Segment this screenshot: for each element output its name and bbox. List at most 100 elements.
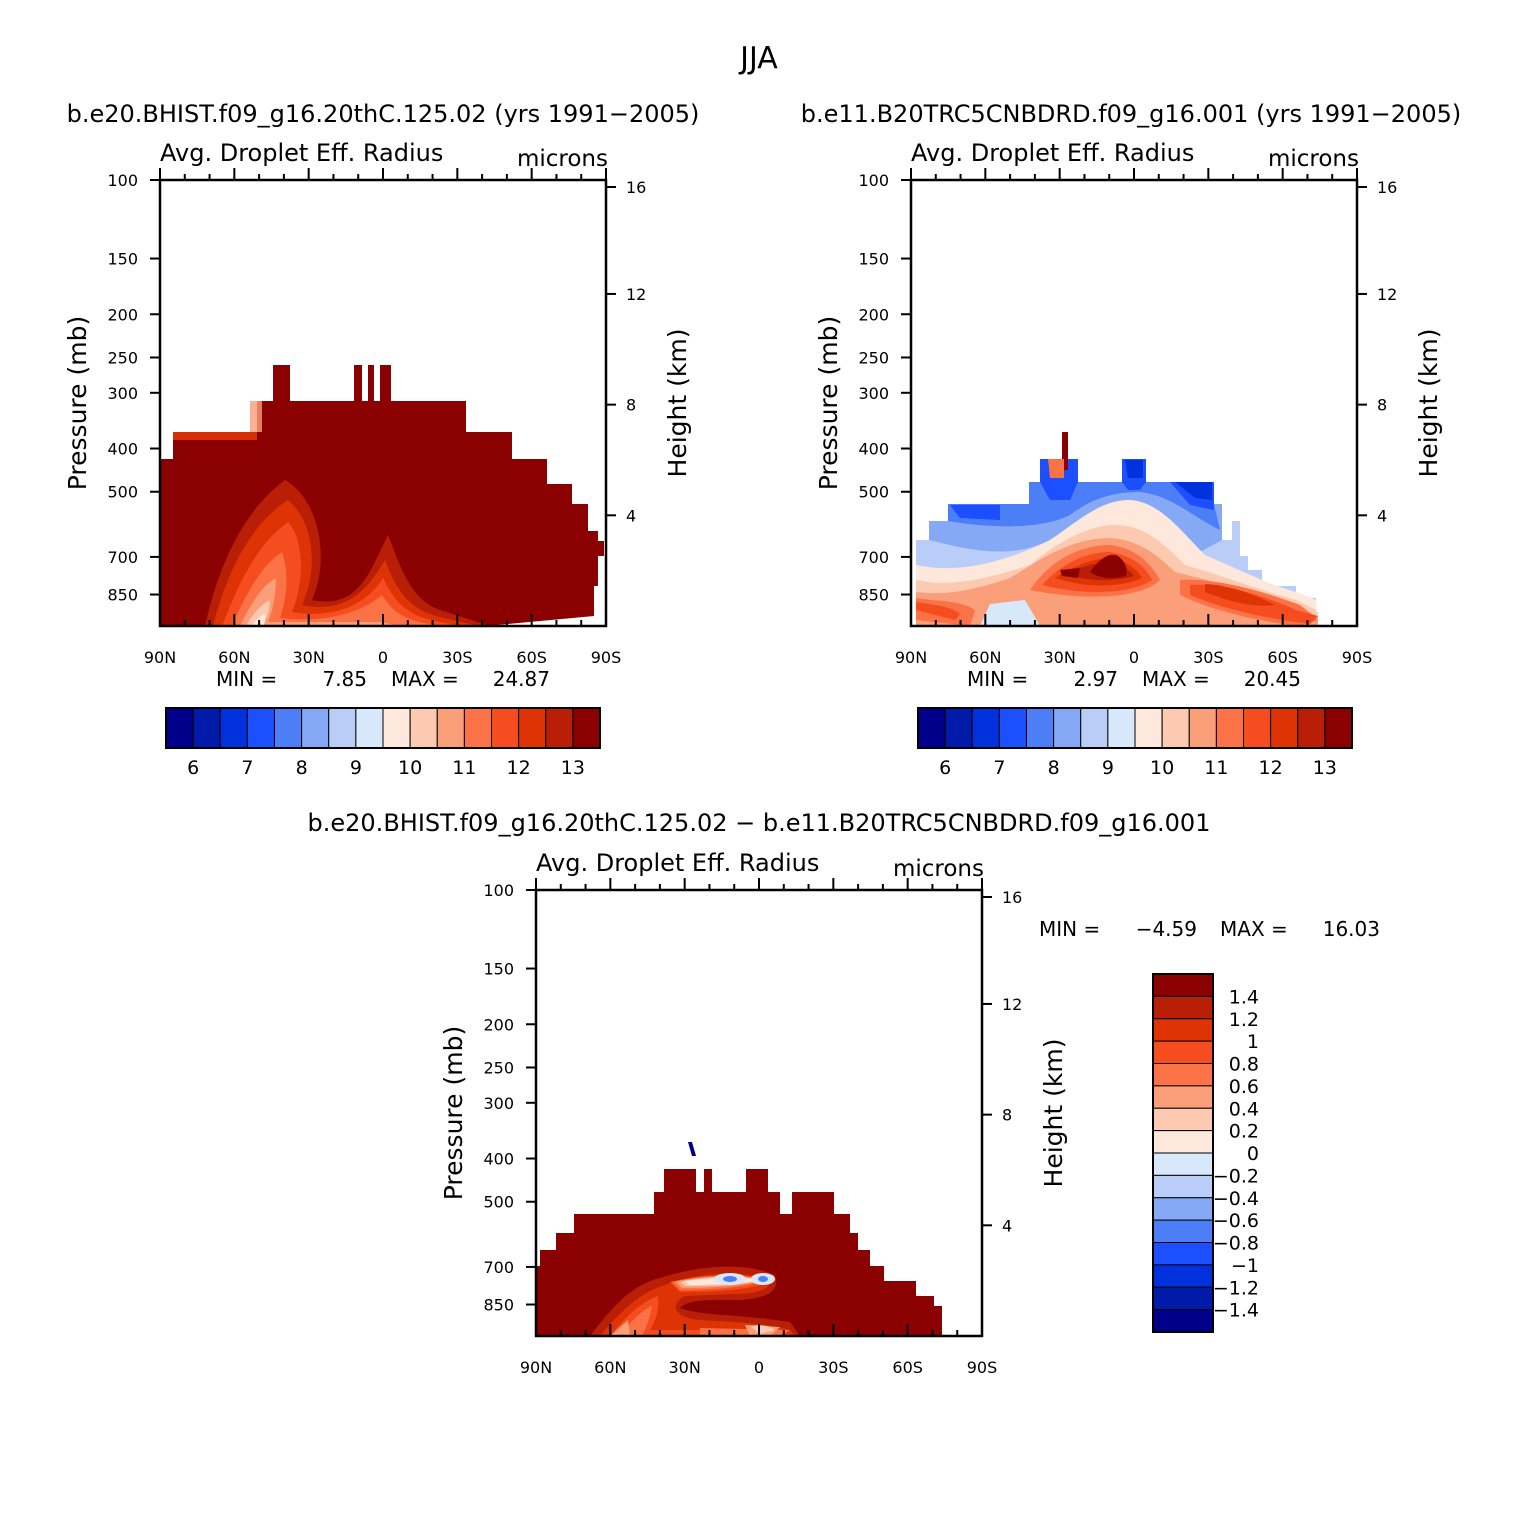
panel-1-right-axis-label: Height (km) [663, 329, 692, 478]
colorbar-label: 9 [350, 757, 362, 779]
colorbar-swatch [1152, 1107, 1214, 1132]
colorbar-swatch [1152, 973, 1214, 997]
x-tick-label: 30S [442, 648, 473, 667]
x-tick-label: 90S [967, 1358, 998, 1377]
panel-2-units-label: microns [1268, 146, 1359, 172]
colorbar-swatch [1324, 707, 1353, 749]
colorbar-label: 6 [187, 757, 199, 779]
x-tick-label: 30N [293, 648, 325, 667]
panel-1-field [160, 365, 604, 626]
panel-1-min-label: MIN = [216, 667, 277, 691]
y-tick-label: 500 [858, 483, 889, 502]
panel-3-units-label: microns [893, 856, 984, 882]
colorbar-label: 11 [1204, 757, 1228, 779]
panel-3-field [536, 1142, 942, 1336]
colorbar-swatch [1080, 707, 1109, 749]
figure-title: JJA [738, 41, 778, 76]
colorbar-swatch [1215, 707, 1244, 749]
panel-2-title: b.e11.B20TRC5CNBDRD.f09_g16.001 (yrs 199… [801, 100, 1461, 128]
y-tick-label: 100 [107, 171, 138, 190]
colorbar-swatch [301, 707, 330, 749]
colorbar-label: 8 [296, 757, 308, 779]
panel-3-left-axis-label: Pressure (mb) [439, 1026, 468, 1200]
colorbar-label: 13 [1313, 757, 1337, 779]
colorbar-label: 1.2 [1229, 1009, 1259, 1031]
panel-2: b.e11.B20TRC5CNBDRD.f09_g16.001 (yrs 199… [801, 100, 1461, 779]
colorbar-swatch [1053, 707, 1082, 749]
x-tick-label: 30N [1044, 648, 1076, 667]
y-tick-label: 150 [107, 250, 138, 269]
y-tick-label: 150 [483, 960, 514, 979]
y2-tick-label: 16 [1377, 178, 1397, 197]
y-tick-label: 250 [858, 348, 889, 367]
colorbar-swatch [1152, 1197, 1214, 1221]
y-tick-label: 200 [107, 305, 138, 324]
colorbar-swatch [463, 707, 492, 749]
colorbar-swatch [1243, 707, 1272, 749]
colorbar-label: 12 [507, 757, 531, 779]
x-tick-label: 30S [818, 1358, 849, 1377]
colorbar-frame [917, 707, 1353, 749]
colorbar-swatch [328, 707, 357, 749]
colorbar-swatch [545, 707, 574, 749]
colorbar-swatch [998, 707, 1027, 749]
x-tick-label: 60N [594, 1358, 626, 1377]
x-tick-label: 90S [591, 648, 622, 667]
y-tick-label: 700 [107, 548, 138, 567]
x-tick-label: 90S [1342, 648, 1373, 667]
colorbar-swatch [518, 707, 547, 749]
y-tick-label: 300 [858, 384, 889, 403]
colorbar-label: 8 [1048, 757, 1060, 779]
panel-2-right-axis-label: Height (km) [1414, 329, 1443, 478]
colorbar-swatch [1152, 1018, 1214, 1042]
panel-1: b.e20.BHIST.f09_g16.20thC.125.02 (yrs 19… [63, 100, 699, 779]
colorbar-label: 0 [1247, 1143, 1259, 1165]
y-tick-label: 100 [858, 171, 889, 190]
x-tick-label: 90N [144, 648, 176, 667]
y-tick-label: 500 [107, 483, 138, 502]
colorbar-label: 6 [939, 757, 951, 779]
panel-3-colorbar: 1.41.210.80.60.40.20−0.2−0.4−0.6−0.8−1−1… [1152, 973, 1259, 1333]
panel-1-colorbar: 6 7 8 9 10 11 12 13 [165, 707, 601, 779]
y2-tick-label: 12 [1002, 995, 1022, 1014]
colorbar-label: −1.4 [1213, 1300, 1259, 1322]
y-tick-label: 200 [858, 305, 889, 324]
panel-2-min-value: 2.97 [1073, 667, 1118, 691]
y-tick-label: 100 [483, 881, 514, 900]
colorbar-swatch [165, 707, 194, 749]
panel-3-min-value: −4.59 [1136, 917, 1197, 941]
colorbar-label: 1.4 [1229, 986, 1259, 1008]
panel-2-ticks: 90N 60N 30N 0 30S 60S 90S 100 150 200 250 300 400 500… [858, 168, 1397, 667]
x-tick-label: 60S [1267, 648, 1298, 667]
panel-3: b.e20.BHIST.f09_g16.20thC.125.02 − b.e11… [308, 809, 1380, 1377]
y-tick-label: 400 [107, 440, 138, 459]
colorbar-swatch [355, 707, 384, 749]
colorbar-label: −1.2 [1213, 1277, 1259, 1299]
colorbar-swatch [1152, 1063, 1214, 1087]
colorbar-label: 0.4 [1229, 1098, 1259, 1120]
panel-3-min-label: MIN = [1039, 917, 1100, 941]
panel-1-max-label: MAX = [391, 667, 459, 691]
colorbar-swatch [491, 707, 520, 749]
y2-tick-label: 4 [626, 506, 636, 525]
colorbar-swatch [1152, 1130, 1214, 1154]
panel-2-max-value: 20.45 [1244, 667, 1301, 691]
colorbar-frame [165, 707, 601, 749]
x-tick-label: 0 [1129, 648, 1139, 667]
panel-3-right-axis-label: Height (km) [1039, 1039, 1068, 1188]
y2-tick-label: 4 [1377, 506, 1387, 525]
y-tick-label: 850 [107, 586, 138, 605]
colorbar-swatch [1152, 1040, 1214, 1064]
y-tick-label: 400 [483, 1150, 514, 1169]
colorbar-label: 1 [1247, 1031, 1259, 1053]
colorbar-swatch [917, 707, 946, 749]
colorbar-label: 10 [1150, 757, 1174, 779]
y2-tick-label: 8 [1377, 396, 1387, 415]
x-tick-label: 0 [754, 1358, 764, 1377]
y2-tick-label: 8 [626, 396, 636, 415]
colorbar-swatch [1026, 707, 1055, 749]
colorbar-label: 0.8 [1229, 1054, 1259, 1076]
colorbar-swatch [219, 707, 248, 749]
colorbar-frame [1152, 973, 1214, 1333]
